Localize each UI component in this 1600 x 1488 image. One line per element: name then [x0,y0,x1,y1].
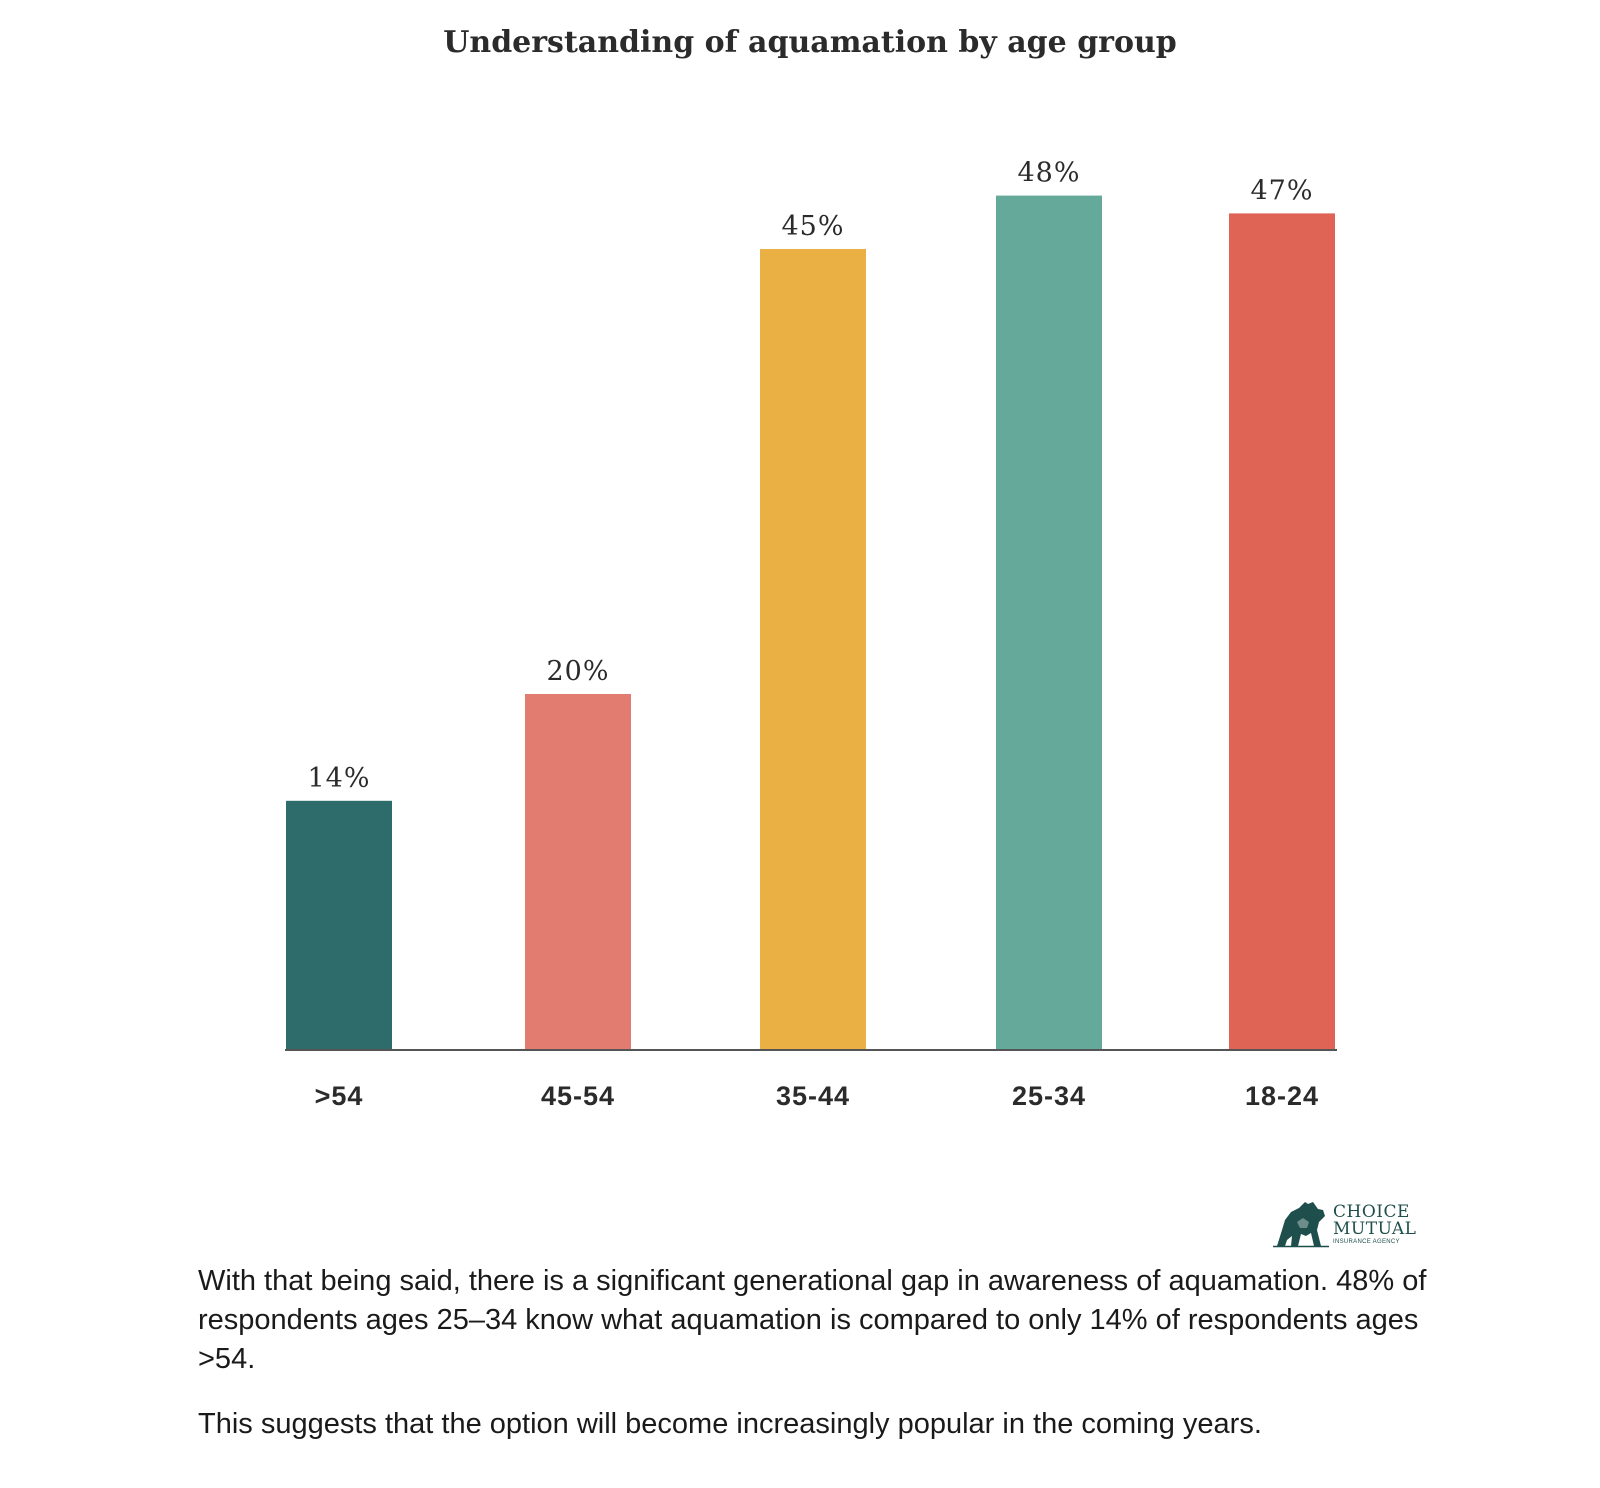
value-label-18-24: 47% [1250,175,1313,206]
tick-label-45-54: 45-54 [541,1081,615,1111]
tick-label-over-54: >54 [315,1081,364,1111]
tick-label-18-24: 18-24 [1245,1081,1319,1111]
bar-35-44 [760,249,866,1050]
value-label-45-54: 20% [546,656,609,687]
tick-label-25-34: 25-34 [1012,1081,1086,1111]
bar-18-24 [1229,213,1335,1050]
body-paragraph-1: With that being said, there is a signifi… [198,1265,1427,1375]
logo-word-choice: CHOICE [1333,1202,1410,1222]
bar-25-34 [996,195,1102,1051]
value-label-35-44: 45% [781,211,844,242]
logo-tagline: INSURANCE AGENCY [1333,1239,1400,1245]
chart-title: Understanding of aquamation by age group [443,25,1177,60]
bear-icon [1273,1202,1329,1248]
bars-group: 14% >54 20% 45-54 45% 35-44 48% 25-34 47% 18-24 [286,158,1335,1111]
bar-45-54 [525,694,631,1050]
tick-label-35-44: 35-44 [776,1081,850,1111]
choice-mutual-logo: CHOICE MUTUAL INSURANCE AGENCY [1273,1200,1423,1250]
body-paragraph-2: This suggests that the option will becom… [198,1408,1262,1440]
bar-over-54 [286,800,392,1050]
value-label-25-34: 48% [1017,158,1080,189]
logo-word-mutual: MUTUAL [1333,1219,1417,1239]
bar-chart: Understanding of aquamation by age group… [285,25,1337,1111]
value-label-over-54: 14% [307,763,370,794]
